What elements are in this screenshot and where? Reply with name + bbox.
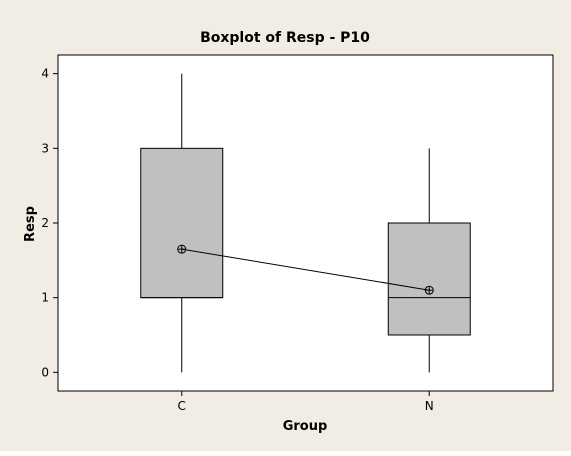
mean-connect-line	[181, 248, 430, 291]
x-tick-label: N	[425, 399, 434, 413]
y-tick-label: 2	[41, 216, 49, 230]
y-tick-label: 4	[41, 67, 49, 81]
y-tick-label: 0	[41, 365, 49, 379]
box-C	[140, 147, 224, 299]
x-axis-label: Group	[283, 419, 328, 434]
y-tick-label: 1	[41, 291, 49, 305]
y-axis-label: Resp	[23, 206, 38, 242]
chart-marks: 0 1 2 3 4 C N	[41, 67, 471, 413]
chart-title: Boxplot of Resp - P10	[200, 30, 370, 46]
y-tick-label: 3	[41, 141, 49, 155]
x-tick-label: C	[178, 399, 186, 413]
box-N	[387, 222, 471, 336]
plot-area	[57, 54, 554, 392]
